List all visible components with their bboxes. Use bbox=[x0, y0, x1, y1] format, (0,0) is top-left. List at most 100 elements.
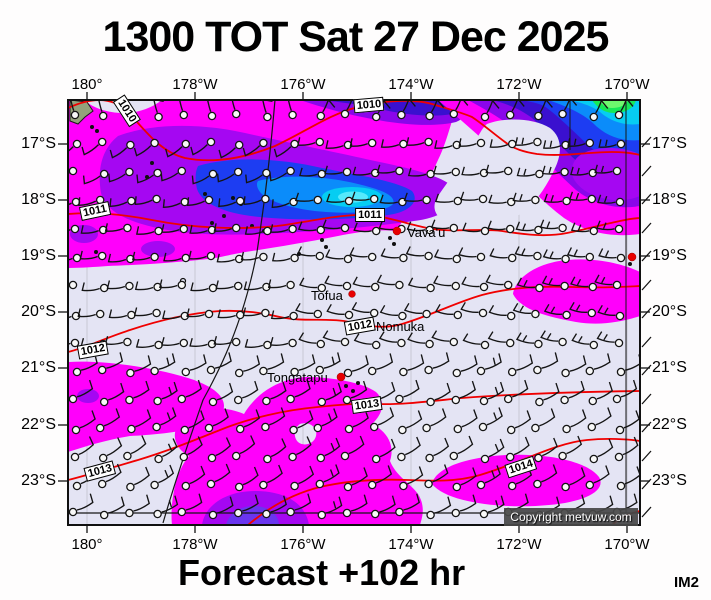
wind-barb-station bbox=[261, 308, 270, 318]
wind-barb-staff bbox=[487, 495, 505, 513]
wind-barb-station bbox=[208, 283, 218, 293]
wind-barb-staff bbox=[566, 247, 586, 258]
wind-barb-staff bbox=[133, 466, 150, 486]
islet-speck bbox=[351, 389, 355, 393]
wind-barb-station bbox=[399, 481, 408, 491]
wind-barb-station bbox=[535, 397, 544, 407]
wind-barb-staff bbox=[76, 379, 94, 398]
wind-barb-station bbox=[123, 451, 132, 461]
wind-barb-staff bbox=[379, 304, 399, 316]
wind-barb-station bbox=[560, 281, 569, 291]
lat-label-left: 17°S bbox=[21, 135, 56, 152]
wind-barb-station bbox=[181, 367, 191, 377]
wind-barb-station bbox=[340, 451, 350, 461]
wind-barb-station bbox=[125, 281, 134, 291]
wind-barb-staff bbox=[109, 147, 128, 159]
wind-barb-staff bbox=[82, 175, 101, 185]
wind-barb-staff bbox=[539, 408, 556, 427]
wind-barb-staff bbox=[325, 140, 344, 149]
wind-barb-staff bbox=[541, 464, 558, 483]
wind-barb-staff bbox=[242, 494, 259, 512]
wind-barb-station bbox=[177, 394, 187, 404]
wind-barb-station bbox=[479, 282, 489, 292]
wind-barb-staff bbox=[267, 279, 287, 289]
wind-barb-station bbox=[127, 310, 136, 320]
wind-barb-staff bbox=[350, 494, 368, 512]
wind-barb-staff bbox=[108, 496, 125, 514]
wind-barb-station bbox=[398, 425, 407, 435]
wind-barb-station bbox=[558, 223, 567, 233]
wind-barb-staff bbox=[598, 139, 617, 148]
wind-barb-station bbox=[561, 254, 570, 264]
wind-barb-station bbox=[206, 251, 216, 261]
wind-barb-station bbox=[97, 137, 107, 147]
wind-barb-station bbox=[371, 340, 381, 350]
wind-barb-station bbox=[535, 283, 544, 293]
wind-barb-station bbox=[315, 479, 325, 489]
wind-barb-staff bbox=[294, 192, 314, 202]
wind-barb-station bbox=[370, 509, 380, 519]
wind-barb-staff bbox=[270, 310, 290, 320]
wind-barb-staff bbox=[133, 307, 153, 317]
wind-barb-station bbox=[340, 337, 350, 347]
wind-barb-station bbox=[125, 395, 134, 405]
lat-label-left: 20°S bbox=[21, 303, 56, 320]
wind-barb-staff bbox=[542, 140, 562, 149]
wind-barb-station bbox=[288, 224, 297, 234]
wind-barb-station bbox=[152, 422, 161, 432]
wind-barb-station bbox=[259, 252, 268, 262]
wind-barb-station bbox=[231, 337, 241, 347]
wind-barb-staff bbox=[459, 380, 476, 399]
wind-barb-staff bbox=[135, 339, 155, 348]
wind-barb-staff bbox=[134, 355, 152, 372]
wind-barb-station bbox=[476, 480, 486, 490]
wind-barb-station bbox=[425, 225, 434, 235]
wind-barb-station bbox=[589, 340, 599, 350]
wind-barb-staff bbox=[243, 355, 261, 372]
wind-barb-station bbox=[507, 253, 517, 263]
wind-barb-station bbox=[452, 482, 462, 492]
wind-barb-staff bbox=[269, 224, 289, 233]
wind-barb-staff bbox=[179, 101, 184, 111]
wind-barb-station bbox=[426, 397, 435, 407]
wind-barb-staff bbox=[516, 277, 535, 289]
wind-barb-station bbox=[289, 425, 298, 435]
wind-barb-staff bbox=[379, 438, 396, 458]
wind-barb-station bbox=[503, 394, 513, 404]
wind-barb-staff bbox=[542, 249, 562, 260]
wind-barb-staff bbox=[380, 248, 400, 259]
wind-barb-station bbox=[534, 453, 543, 463]
wind-barb-station bbox=[316, 453, 326, 463]
wind-barb-staff bbox=[596, 331, 615, 343]
wind-barb-staff bbox=[595, 101, 609, 114]
wind-barb-station bbox=[343, 482, 353, 492]
wind-barb-station bbox=[286, 507, 295, 517]
edge-wind-mark bbox=[641, 478, 652, 490]
wind-barb-station bbox=[316, 111, 326, 121]
wind-barb-staff bbox=[239, 435, 256, 455]
wind-barb-station bbox=[71, 425, 81, 435]
wind-barb-staff bbox=[188, 410, 205, 429]
wind-barb-staff bbox=[135, 409, 152, 428]
islet-speck bbox=[95, 129, 99, 133]
wind-barb-staff bbox=[433, 275, 452, 287]
wind-barb-staff bbox=[516, 167, 536, 177]
wind-barb-station bbox=[150, 366, 159, 376]
islet-speck bbox=[90, 125, 94, 129]
wind-barb-staff bbox=[594, 164, 613, 174]
wind-barb-station bbox=[313, 423, 323, 433]
wind-barb-station bbox=[476, 138, 486, 148]
precip-magenta-southeast bbox=[432, 454, 601, 507]
wind-barb-staff bbox=[433, 249, 453, 260]
wind-barb-staff bbox=[262, 101, 273, 113]
wind-barb-station bbox=[587, 194, 597, 204]
wind-barb-staff bbox=[543, 193, 563, 203]
wind-barb-staff bbox=[593, 465, 610, 484]
wind-barb-staff bbox=[297, 221, 317, 232]
wind-barb-staff bbox=[598, 248, 617, 259]
wind-barb-staff bbox=[353, 333, 372, 345]
wind-barb-station bbox=[98, 111, 108, 121]
wind-barb-station bbox=[507, 481, 517, 491]
wind-barb-staff bbox=[379, 194, 399, 204]
